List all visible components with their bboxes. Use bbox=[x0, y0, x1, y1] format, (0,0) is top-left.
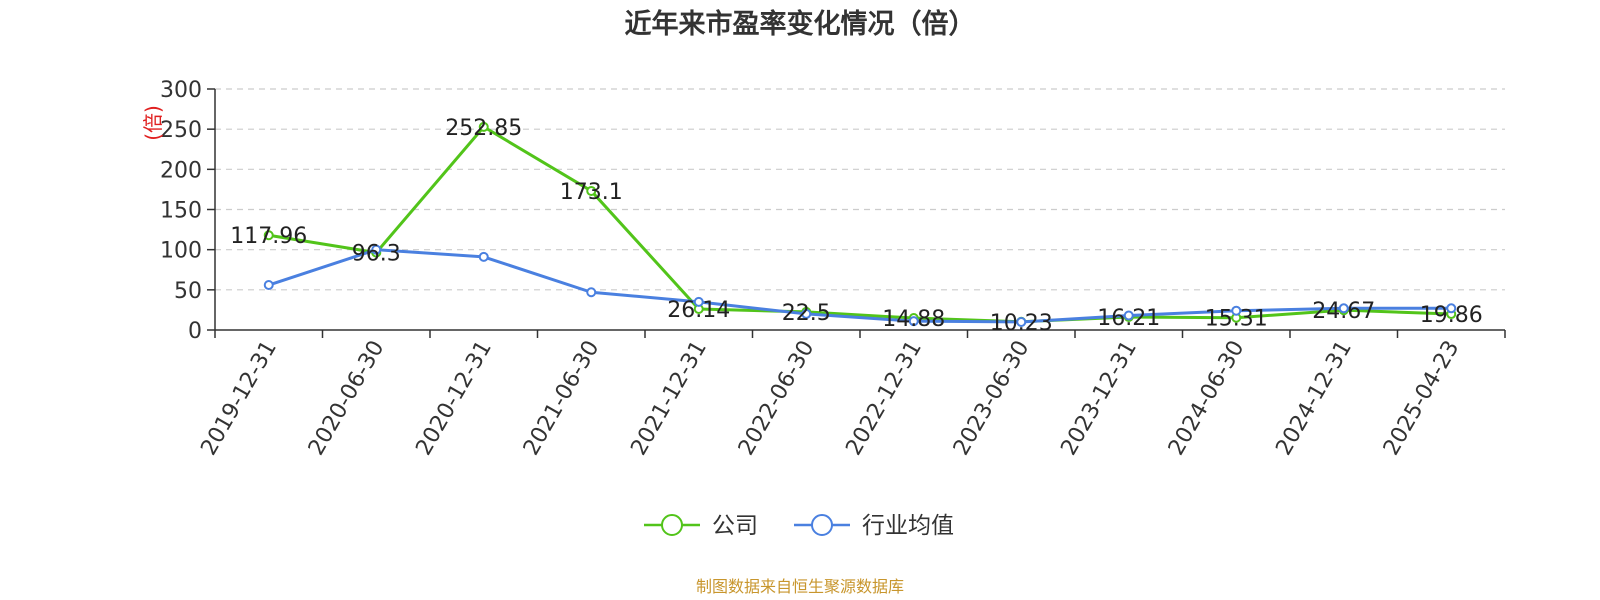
y-tick-label: 50 bbox=[174, 279, 202, 304]
x-tick-label: 2020-06-30 bbox=[304, 337, 390, 460]
data-label: 15.31 bbox=[1205, 307, 1268, 332]
x-tick-label: 2023-12-31 bbox=[1056, 337, 1142, 460]
data-label: 16.21 bbox=[1097, 306, 1160, 331]
data-label: 14.88 bbox=[882, 307, 945, 332]
data-point-1 bbox=[908, 316, 919, 327]
grid-lines bbox=[215, 88, 1505, 291]
y-axis-ticks: 0 50 100 150 200 250 300 bbox=[160, 78, 215, 344]
x-tick-label: 2019-12-31 bbox=[196, 337, 282, 460]
data-label: 252.85 bbox=[445, 116, 522, 141]
data-label: 117.96 bbox=[230, 224, 307, 249]
legend-item-1[interactable]: 行业均值 bbox=[794, 513, 954, 539]
data-label: 19.86 bbox=[1420, 303, 1483, 328]
y-axis-label: (倍) bbox=[141, 105, 165, 141]
data-point-1 bbox=[1016, 316, 1027, 327]
data-point-1 bbox=[1123, 310, 1134, 321]
data-label: 26.14 bbox=[667, 298, 730, 323]
y-tick-label: 200 bbox=[160, 158, 202, 183]
legend-marker-icon bbox=[661, 514, 683, 536]
data-point-1 bbox=[371, 244, 382, 255]
legend-label: 行业均值 bbox=[862, 513, 954, 539]
data-label: 22.5 bbox=[782, 301, 831, 326]
data-label: 10.23 bbox=[990, 311, 1053, 336]
x-tick-label: 2021-12-31 bbox=[626, 337, 712, 460]
data-label: 96.3 bbox=[352, 242, 401, 267]
data-point-1 bbox=[263, 280, 274, 291]
data-point-1 bbox=[478, 251, 489, 262]
data-label: 173.1 bbox=[560, 180, 623, 205]
legend-marker-icon bbox=[811, 514, 833, 536]
x-tick-label: 2022-06-30 bbox=[734, 337, 820, 460]
y-tick-label: 100 bbox=[160, 239, 202, 264]
y-tick-label: 150 bbox=[160, 199, 202, 224]
x-tick-label: 2024-12-31 bbox=[1271, 337, 1357, 460]
x-tick-label: 2022-12-31 bbox=[841, 337, 927, 460]
legend-item-0[interactable]: 公司 bbox=[644, 513, 758, 539]
data-point-0 bbox=[586, 185, 597, 196]
y-tick-label: 0 bbox=[188, 319, 202, 344]
data-labels: 117.96 96.3 252.85 173.1 26.14 22.5 14.88 10.23… bbox=[230, 116, 1482, 336]
data-point-1 bbox=[1231, 305, 1242, 316]
data-point-1 bbox=[1446, 303, 1457, 314]
x-axis-ticks: 2019-12-31 2020-06-30 2020-12-31 2021-06-30… bbox=[196, 337, 1464, 460]
chart-title: 近年来市盈率变化情况（倍） bbox=[625, 8, 976, 40]
data-point-0 bbox=[263, 230, 274, 241]
data-point-1 bbox=[1338, 303, 1349, 314]
data-point-1 bbox=[693, 296, 704, 307]
source-note: 制图数据来自恒生聚源数据库 bbox=[696, 577, 904, 596]
series-line-1 bbox=[268, 248, 1452, 324]
x-tick-label: 2023-06-30 bbox=[949, 337, 1035, 460]
x-tick-label: 2025-04-23 bbox=[1379, 337, 1465, 460]
data-point-1 bbox=[586, 287, 597, 298]
x-tick-label: 2021-06-30 bbox=[519, 337, 605, 460]
legend: 公司 行业均值 bbox=[644, 513, 954, 539]
data-point-1 bbox=[801, 308, 812, 319]
y-tick-label: 300 bbox=[160, 78, 202, 103]
y-tick-label: 250 bbox=[160, 118, 202, 143]
legend-label: 公司 bbox=[712, 513, 758, 539]
data-point-0 bbox=[478, 121, 489, 132]
x-tick-label: 2024-06-30 bbox=[1164, 337, 1250, 460]
series-line-0 bbox=[268, 125, 1452, 324]
x-tick-label: 2020-12-31 bbox=[411, 337, 497, 460]
series-group bbox=[263, 121, 1457, 327]
data-label: 24.67 bbox=[1312, 299, 1375, 324]
